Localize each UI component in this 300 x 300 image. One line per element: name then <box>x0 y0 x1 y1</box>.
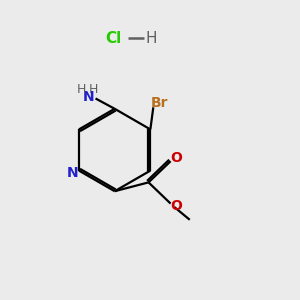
Text: O: O <box>170 199 182 213</box>
Text: Br: Br <box>151 96 169 110</box>
Text: O: O <box>170 151 182 165</box>
Text: N: N <box>67 166 78 180</box>
Text: H: H <box>89 83 98 96</box>
Text: N: N <box>82 90 94 104</box>
Text: Cl: Cl <box>105 31 121 46</box>
Text: H: H <box>77 83 86 96</box>
Text: H: H <box>146 31 157 46</box>
